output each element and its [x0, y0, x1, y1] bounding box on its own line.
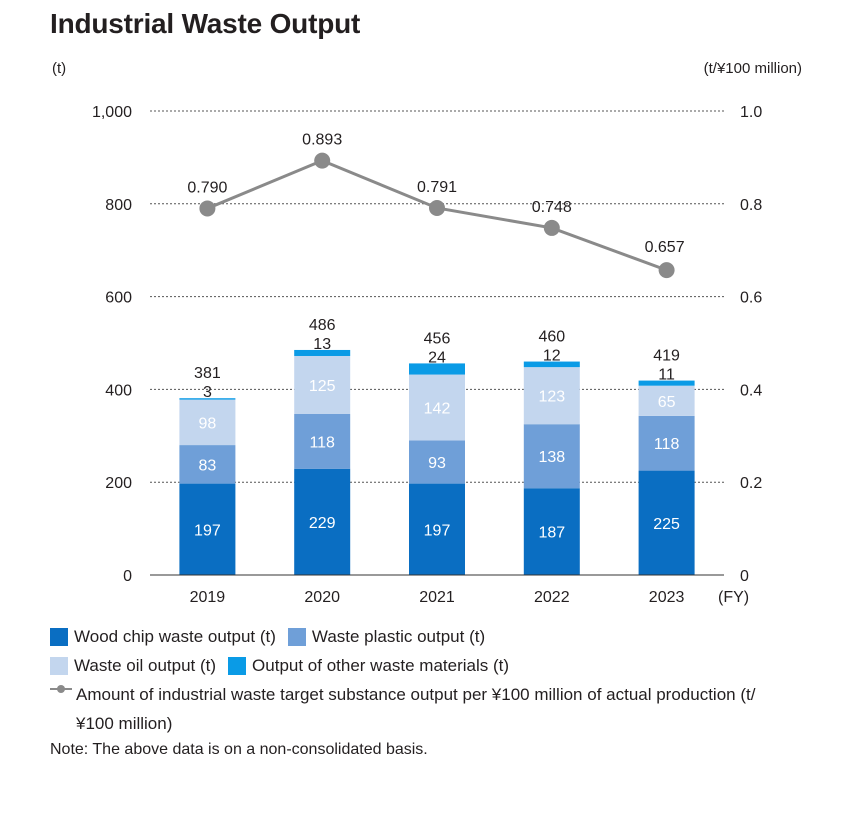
line-point-label: 0.791 [417, 179, 457, 196]
legend-item-oil: Waste oil output (t) [50, 651, 216, 680]
data-label-plastic: 138 [538, 449, 565, 466]
y-tick-label: 600 [105, 290, 132, 307]
bar-wood [294, 468, 351, 575]
bar-oil [638, 385, 695, 416]
line-point [543, 219, 560, 236]
footnote: Note: The above data is on a non-consoli… [50, 741, 428, 758]
data-label-oil: 125 [309, 378, 336, 395]
bar-wood [179, 483, 236, 575]
data-label-other: 24 [428, 349, 446, 366]
chart-area: 0 200 400 600 800 1,000 0 0.2 0.4 0.6 0.8 1.0 197 83 9… [92, 104, 762, 606]
bar-total-label: 419 [653, 348, 680, 365]
bar-plastic [179, 445, 236, 484]
y2-tick-label: 0 [740, 568, 749, 585]
line-point [429, 199, 445, 216]
x-tick-label: 2022 [534, 589, 570, 606]
bar-plastic [409, 440, 465, 484]
bar-total-label: 486 [309, 317, 336, 334]
data-label-plastic: 118 [309, 434, 335, 451]
x-tick-label: 2019 [190, 589, 226, 606]
bar-total-label: 456 [424, 330, 451, 347]
data-label-plastic: 93 [428, 455, 446, 472]
data-label-other: 11 [658, 367, 675, 384]
legend-label-plastic: Waste plastic output (t) [311, 627, 486, 646]
legend-swatch-wood [50, 627, 68, 646]
legend-label-wood: Wood chip waste output (t) [74, 627, 276, 646]
y-tick-label: 200 [105, 475, 132, 492]
bar-total-label: 460 [538, 329, 565, 346]
bar-other [409, 363, 465, 375]
data-label-wood: 197 [194, 522, 221, 539]
legend-item-wood: Wood chip waste output (t) [50, 622, 276, 651]
data-label-wood: 225 [653, 516, 680, 533]
legend-label-oil: Waste oil output (t) [74, 656, 217, 675]
legend-item-other: Output of other waste materials (t) [228, 651, 509, 680]
bar-plastic [638, 415, 695, 471]
line-point [199, 200, 216, 217]
y2-tick-label: 0.8 [740, 197, 762, 214]
bar-oil [179, 399, 236, 446]
right-axis-unit: (t/¥100 million) [703, 60, 802, 77]
bar-plastic [294, 413, 351, 469]
bar-other [523, 361, 580, 368]
data-label-other: 3 [203, 384, 212, 401]
x-tick-label: 2020 [304, 589, 340, 606]
line-point-label: 0.893 [302, 132, 342, 149]
data-label-oil: 98 [199, 415, 217, 432]
data-label-wood: 197 [424, 522, 451, 539]
page-title: Industrial Waste Output [50, 8, 361, 39]
data-label-plastic: 83 [199, 457, 217, 474]
left-axis-unit: (t) [52, 60, 67, 77]
y-tick-label: 0 [123, 568, 132, 585]
data-label-other: 13 [313, 336, 331, 353]
bar-other [294, 349, 351, 356]
data-label-wood: 187 [538, 525, 565, 542]
y-tick-label: 800 [105, 197, 132, 214]
y-tick-label: 400 [105, 382, 132, 399]
bar-oil [523, 367, 580, 425]
legend-label-line: Amount of industrial waste target substa… [76, 685, 756, 733]
line-point-label: 0.657 [645, 239, 685, 256]
bar-other [638, 380, 695, 386]
legend-swatch-other [228, 656, 247, 675]
bar-wood [638, 470, 695, 575]
bar-other [179, 398, 236, 400]
line-point [658, 262, 675, 279]
legend-label-other: Output of other waste materials (t) [252, 656, 510, 675]
legend-item-plastic: Waste plastic output (t) [287, 622, 486, 651]
legend-swatch-oil [50, 656, 68, 675]
bar-oil [294, 355, 351, 414]
data-label-oil: 142 [424, 400, 451, 417]
data-label-oil: 65 [658, 394, 676, 411]
legend-swatch-plastic [287, 627, 306, 646]
bar-wood [523, 488, 580, 575]
data-label-other: 12 [543, 348, 561, 365]
bar-total-label: 381 [194, 365, 221, 382]
legend: Wood chip waste output (t) Waste plastic… [50, 622, 810, 738]
x-tick-label: 2021 [419, 589, 455, 606]
line-point-label: 0.748 [532, 199, 572, 216]
x-axis-unit-label: (FY) [718, 589, 749, 606]
line-point-label: 0.790 [187, 179, 227, 196]
y2-tick-label: 0.2 [740, 475, 762, 492]
line-point [314, 152, 331, 169]
legend-line-marker-icon [50, 680, 72, 698]
data-label-wood: 229 [309, 515, 336, 532]
y2-tick-label: 1.0 [740, 104, 762, 121]
bar-plastic [523, 424, 580, 489]
data-label-oil: 123 [538, 389, 565, 406]
bar-wood [409, 483, 465, 575]
y-tick-label: 1,000 [92, 104, 132, 121]
y2-tick-label: 0.4 [740, 382, 762, 399]
data-label-plastic: 118 [654, 436, 680, 453]
y2-tick-label: 0.6 [740, 290, 762, 307]
bar-oil [409, 374, 465, 441]
x-tick-label: 2023 [649, 589, 685, 606]
